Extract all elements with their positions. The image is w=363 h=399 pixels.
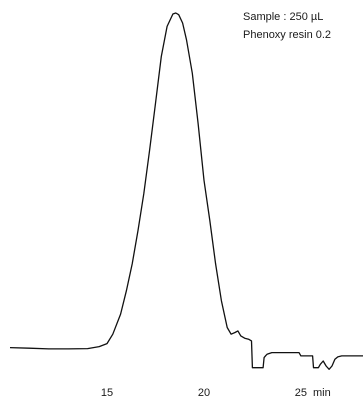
- x-axis-unit-label: min: [313, 387, 331, 399]
- x-tick-label-25: 25: [295, 387, 307, 399]
- x-axis-ticks: 15 20 25: [101, 387, 307, 399]
- x-tick-label-20: 20: [198, 387, 210, 399]
- phenoxy-label: Phenoxy resin 0.2: [243, 29, 331, 41]
- chromatogram-trace-0: [9, 12, 363, 370]
- x-tick-label-15: 15: [101, 387, 113, 399]
- sample-label: Sample : 250 µL: [243, 11, 323, 23]
- plot-area: [9, 12, 363, 370]
